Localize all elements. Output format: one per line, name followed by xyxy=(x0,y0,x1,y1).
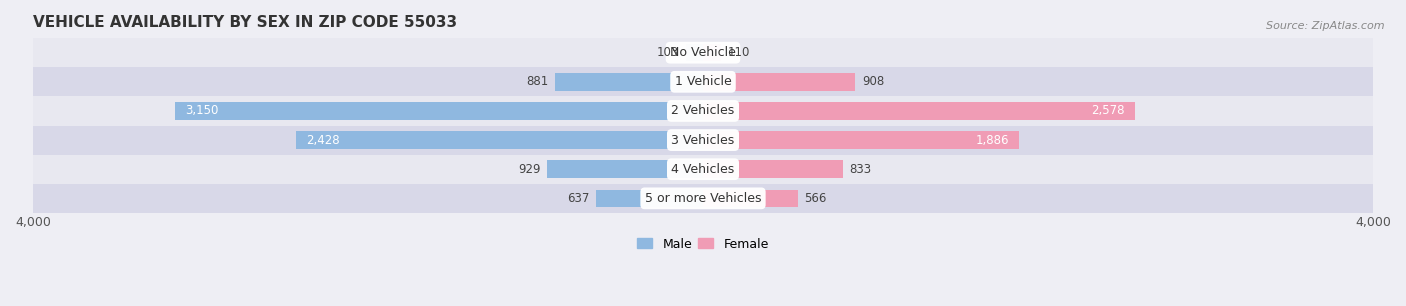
Bar xyxy=(32,38,1374,67)
Text: 2,578: 2,578 xyxy=(1091,104,1125,118)
Legend: Male, Female: Male, Female xyxy=(633,233,773,256)
Text: VEHICLE AVAILABILITY BY SEX IN ZIP CODE 55033: VEHICLE AVAILABILITY BY SEX IN ZIP CODE … xyxy=(32,15,457,30)
Bar xyxy=(703,73,855,91)
Text: 110: 110 xyxy=(728,46,751,59)
Text: No Vehicle: No Vehicle xyxy=(671,46,735,59)
Bar xyxy=(703,131,1019,149)
Text: 566: 566 xyxy=(804,192,827,205)
Text: 5 or more Vehicles: 5 or more Vehicles xyxy=(645,192,761,205)
Bar xyxy=(32,96,1374,125)
Text: 908: 908 xyxy=(862,75,884,88)
Text: 833: 833 xyxy=(849,163,872,176)
Text: 1 Vehicle: 1 Vehicle xyxy=(675,75,731,88)
Bar xyxy=(297,131,703,149)
Bar xyxy=(32,125,1374,155)
Bar xyxy=(703,44,721,62)
Bar xyxy=(703,160,842,178)
Text: 637: 637 xyxy=(567,192,589,205)
Text: 3 Vehicles: 3 Vehicles xyxy=(672,134,734,147)
Text: 2 Vehicles: 2 Vehicles xyxy=(672,104,734,118)
Text: 103: 103 xyxy=(657,46,679,59)
Text: 2,428: 2,428 xyxy=(307,134,340,147)
Bar xyxy=(703,102,1135,120)
Text: Source: ZipAtlas.com: Source: ZipAtlas.com xyxy=(1267,21,1385,32)
Bar xyxy=(547,160,703,178)
Text: 1,886: 1,886 xyxy=(976,134,1010,147)
Text: 4 Vehicles: 4 Vehicles xyxy=(672,163,734,176)
Bar xyxy=(32,67,1374,96)
Bar xyxy=(32,184,1374,213)
Bar xyxy=(596,190,703,207)
Bar xyxy=(32,155,1374,184)
Text: 929: 929 xyxy=(519,163,541,176)
Text: 3,150: 3,150 xyxy=(186,104,219,118)
Text: 881: 881 xyxy=(526,75,548,88)
Bar xyxy=(176,102,703,120)
Bar xyxy=(555,73,703,91)
Bar xyxy=(703,190,797,207)
Bar xyxy=(686,44,703,62)
